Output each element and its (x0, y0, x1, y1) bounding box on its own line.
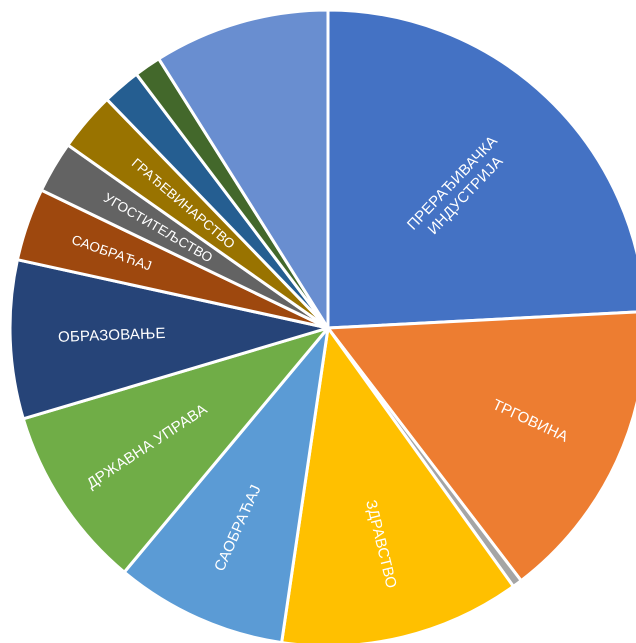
pie-slice-6 (8, 258, 330, 421)
pie-slice-12 (157, 8, 330, 330)
pie-slice-3 (280, 326, 515, 643)
pie-slice-label-6: ОБРАЗОВАЊЕ (58, 325, 166, 346)
pie-slice-label-line: ОБРАЗОВАЊЕ (58, 325, 166, 346)
pie-slice-5 (21, 326, 330, 574)
pie-slice-1 (326, 310, 636, 583)
slices-layer (8, 8, 636, 643)
pie-slice-0 (326, 8, 636, 330)
pie-slice-4 (122, 326, 330, 643)
